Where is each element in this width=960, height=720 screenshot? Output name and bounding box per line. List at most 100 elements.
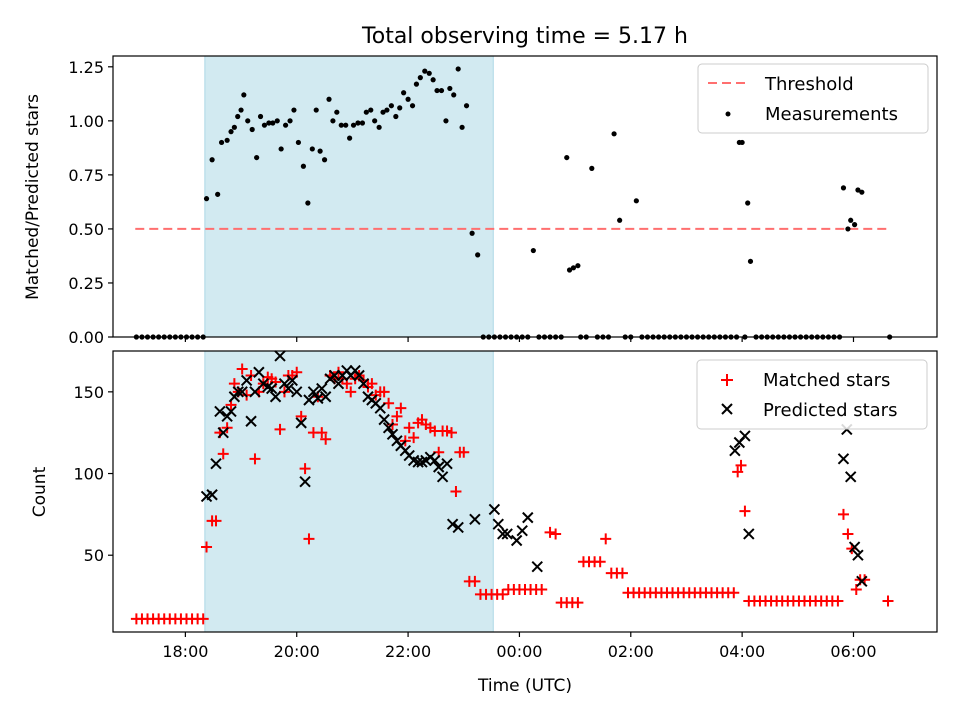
measurement-point <box>401 90 407 96</box>
predicted-star-point <box>469 513 481 525</box>
matched-star-point <box>739 505 751 517</box>
predicted-star-point <box>386 428 399 441</box>
measurement-point <box>287 118 293 124</box>
count-panel: 50 100 150 18:00 20:00 22:00 00:00 02:00 04:00 0… <box>30 350 938 696</box>
matched-star-point <box>594 556 606 568</box>
predicted-star-point <box>214 405 226 418</box>
predicted-star-point <box>210 458 222 470</box>
legend-threshold-label: Threshold <box>764 74 854 95</box>
measurement-point <box>376 124 382 130</box>
predicted-star-point <box>492 518 504 530</box>
predicted-star-point <box>452 521 464 534</box>
matched-star-point <box>497 588 509 600</box>
measurement-point <box>300 163 307 169</box>
measurement-point <box>235 113 241 120</box>
measurement-point <box>417 75 423 81</box>
ratio-axes-frame <box>112 55 938 338</box>
predicted-star-point <box>516 525 528 537</box>
measurement-points <box>133 66 893 340</box>
measurement-point <box>739 139 745 146</box>
ratio-legend: Threshold Measurements <box>697 63 929 134</box>
y-tick-label: 0.75 <box>68 166 104 185</box>
x-tick-label: 18:00 <box>162 642 208 661</box>
predicted-star-point <box>446 518 459 530</box>
predicted-star-point <box>295 417 307 429</box>
predicted-star-point <box>319 391 332 403</box>
predicted-star-point <box>488 503 501 516</box>
measurement-point <box>380 109 386 115</box>
count-y-axis-label: Count <box>30 466 50 517</box>
measurement-point <box>266 120 272 126</box>
predicted-star-point <box>299 475 311 488</box>
predicted-star-point <box>253 366 265 378</box>
predicted-star-point <box>236 386 248 398</box>
measurement-point <box>209 157 215 163</box>
measurement-point <box>451 92 457 98</box>
measurement-point <box>426 70 432 76</box>
measurement-point <box>459 124 465 130</box>
measurement-point <box>241 92 247 98</box>
y-tick-label: 100 <box>73 465 104 484</box>
predicted-star-point <box>844 471 857 483</box>
predicted-star-point <box>739 430 751 442</box>
legend-measurement-swatch <box>725 111 731 117</box>
legend-measurement-label: Measurements <box>765 104 898 125</box>
measurement-point <box>747 258 754 264</box>
count-y-ticks: 50 100 150 <box>73 383 113 565</box>
matched-star-point <box>446 427 458 439</box>
predicted-star-point <box>265 382 278 395</box>
measurement-point <box>203 196 210 202</box>
measurement-point <box>575 263 581 269</box>
measurement-point <box>363 109 369 115</box>
matched-star-point <box>728 587 740 599</box>
matched-star-point <box>210 515 222 527</box>
matched-star-point <box>550 528 562 540</box>
measurement-point <box>413 81 420 87</box>
measurement-point <box>409 103 416 109</box>
measurement-point <box>224 137 230 143</box>
measurement-point <box>313 107 319 113</box>
y-tick-label: 0.00 <box>68 328 104 347</box>
predicted-star-point <box>206 489 218 501</box>
measurement-point <box>231 124 237 130</box>
measurement-point <box>443 118 449 124</box>
x-tick-label: 06:00 <box>830 642 876 661</box>
measurement-point <box>564 154 570 161</box>
x-tick-label: 22:00 <box>385 642 431 661</box>
legend-predicted-swatch <box>721 403 733 415</box>
matched-star-point <box>735 459 747 471</box>
measurement-point <box>228 129 234 135</box>
predicted-star-point <box>245 415 257 427</box>
measurement-point <box>321 157 328 163</box>
y-tick-label: 150 <box>73 383 104 402</box>
measurement-point <box>355 120 361 126</box>
x-tick-label: 04:00 <box>719 642 765 661</box>
measurement-point <box>566 267 573 273</box>
matched-star-point <box>197 613 209 625</box>
matched-star-point <box>274 423 286 435</box>
measurement-point <box>295 139 301 146</box>
ratio-shaded-interval <box>204 55 494 338</box>
matched-star-point <box>450 486 462 497</box>
matched-star-point <box>882 595 894 607</box>
matched-star-point <box>572 597 584 609</box>
matched-star-point <box>837 508 849 520</box>
predicted-star-point <box>510 534 523 547</box>
matched-star-point <box>320 433 332 445</box>
matched-star-point <box>303 533 315 545</box>
predicted-star-point <box>497 528 509 540</box>
matched-star-point <box>732 466 744 478</box>
measurement-point <box>438 87 445 94</box>
predicted-star-point <box>307 386 320 398</box>
measurement-point <box>475 252 481 258</box>
predicted-star-point <box>357 377 370 390</box>
predicted-star-point <box>378 413 390 426</box>
measurement-point <box>218 139 225 146</box>
predicted-star-point <box>316 382 328 395</box>
measurement-point <box>434 87 440 94</box>
legend-matched-swatch <box>721 374 733 386</box>
count-shaded-interval <box>204 350 494 633</box>
ratio-y-ticks: 0.00 0.25 0.50 0.75 1.00 1.25 <box>68 58 113 347</box>
predicted-star-point <box>332 377 345 390</box>
y-tick-label: 0.50 <box>68 220 104 239</box>
